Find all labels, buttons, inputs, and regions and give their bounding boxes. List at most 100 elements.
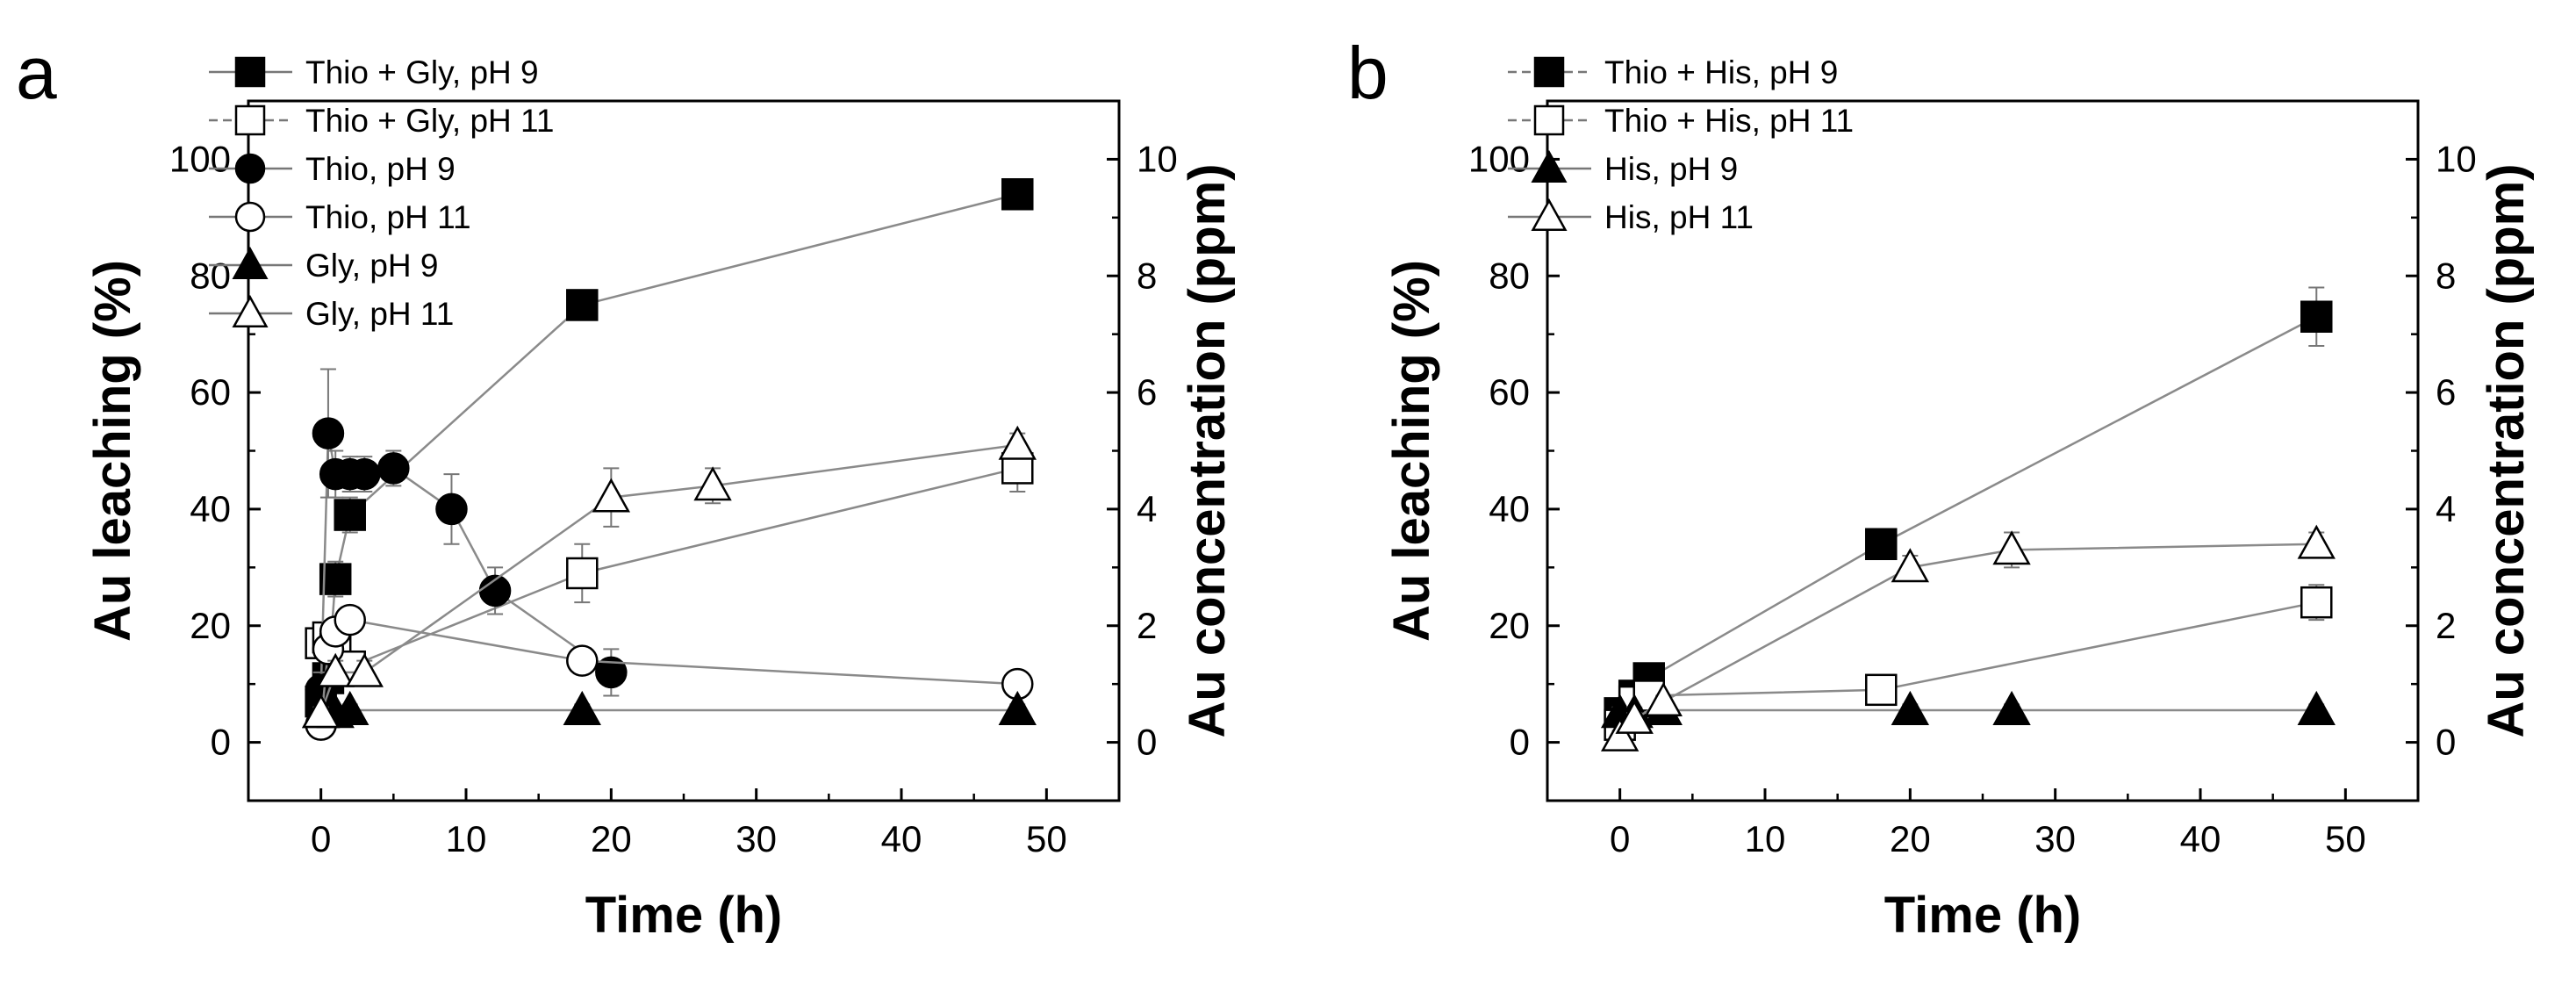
- data-point: [312, 417, 345, 449]
- y2-axis-title: Au concentration (ppm): [2478, 163, 2535, 737]
- y2-tick-label: 10: [1137, 138, 1178, 179]
- x-tick-label: 10: [446, 818, 487, 859]
- data-point: [998, 425, 1037, 460]
- data-point: [377, 452, 410, 485]
- x-axis-title: Time (h): [585, 887, 783, 944]
- data-point: [435, 492, 468, 526]
- data-point: [348, 457, 381, 491]
- legend-marker: [234, 56, 266, 88]
- legend-label: Thio + Gly, pH 9: [305, 54, 539, 90]
- data-point: [592, 478, 631, 513]
- legend-label: Thio + Gly, pH 11: [305, 103, 554, 139]
- data-point: [2300, 300, 2333, 333]
- y-tick-label: 0: [1510, 722, 1530, 763]
- legend-label: Thio, pH 9: [305, 151, 456, 187]
- x-tick-label: 40: [2180, 818, 2221, 859]
- series-line: [320, 708, 1018, 715]
- legend-label: Thio + His, pH 11: [1604, 103, 1854, 139]
- legend-label: Thio, pH 11: [305, 199, 471, 235]
- data-point: [2297, 524, 2336, 559]
- data-point: [693, 466, 732, 501]
- y2-tick-label: 6: [2436, 371, 2456, 413]
- y2-tick-label: 8: [1137, 255, 1157, 296]
- series-line: [1619, 708, 2317, 715]
- y2-tick-label: 4: [2436, 488, 2456, 529]
- data-point: [1865, 528, 1898, 561]
- legend-marker: [232, 295, 269, 327]
- data-point: [595, 656, 628, 689]
- y2-axis-title: Au concentration (ppm): [1179, 163, 1236, 737]
- series-line: [1618, 600, 2317, 726]
- y2-tick-label: 0: [2436, 722, 2456, 763]
- y2-tick-label: 8: [2436, 255, 2456, 296]
- y2-tick-label: 6: [1137, 371, 1157, 413]
- series-3: [1600, 524, 2336, 751]
- data-point: [566, 557, 599, 590]
- y-tick-label: 0: [211, 722, 231, 763]
- data-point: [1891, 548, 1930, 583]
- x-tick-label: 40: [881, 818, 922, 859]
- legend-marker: [234, 201, 266, 233]
- x-tick-label: 50: [2325, 818, 2366, 859]
- x-tick-label: 0: [311, 818, 331, 859]
- legend-marker: [1533, 104, 1565, 136]
- data-point: [1615, 699, 1654, 734]
- data-point: [1865, 673, 1898, 707]
- data-point: [2300, 586, 2333, 619]
- data-point: [301, 694, 341, 729]
- series-1: [305, 443, 1034, 683]
- x-tick-label: 50: [1026, 818, 1067, 859]
- data-point: [2297, 690, 2336, 725]
- legend-marker: [232, 247, 269, 279]
- series-line: [319, 443, 1018, 714]
- panel-label: a: [16, 32, 57, 114]
- series-2: [305, 368, 628, 708]
- y-tick-label: 20: [1489, 605, 1530, 646]
- y-tick-label: 80: [1489, 255, 1530, 296]
- x-tick-label: 30: [735, 818, 777, 859]
- legend-marker: [1531, 150, 1568, 183]
- y-tick-label: 40: [1489, 488, 1530, 529]
- panel-b: b 0 10 20 30 40 50 0 20 40 60 80 100 0 2 4 6 8 10 Time (h) A…: [1347, 32, 2535, 944]
- y-tick-label: 100: [1468, 138, 1530, 179]
- panel-label: b: [1347, 32, 1388, 114]
- legend-label: His, pH 11: [1604, 199, 1754, 235]
- legend-marker: [234, 153, 266, 184]
- data-point: [1001, 178, 1034, 211]
- y-tick-label: 20: [190, 605, 231, 646]
- data-point: [998, 690, 1037, 725]
- legend-marker: [234, 104, 266, 136]
- y-tick-label: 40: [190, 488, 231, 529]
- series-4: [301, 690, 1037, 729]
- series-line: [1618, 315, 2317, 715]
- data-point: [319, 563, 352, 595]
- series-5: [301, 425, 1037, 729]
- y-tick-label: 100: [169, 138, 231, 179]
- data-point: [334, 499, 366, 531]
- legend: Thio + His, pH 9 Thio + His, pH 11 His, pH…: [1508, 54, 1854, 235]
- series-3: [305, 603, 1034, 741]
- x-tick-label: 10: [1745, 818, 1786, 859]
- data-point: [331, 690, 370, 725]
- data-point: [316, 652, 355, 687]
- data-point: [566, 289, 599, 321]
- legend-marker: [1531, 198, 1568, 231]
- data-point: [334, 603, 366, 636]
- y2-tick-label: 2: [1137, 605, 1157, 646]
- x-tick-label: 20: [1890, 818, 1931, 859]
- panel-a: a 0 10 20 30 40 50 0 20 40 60 80 100 0 2 4 6 8 10 Time (h) A…: [16, 32, 1236, 944]
- data-point: [566, 644, 599, 677]
- y2-tick-label: 10: [2436, 138, 2477, 179]
- y2-tick-label: 4: [1137, 488, 1157, 529]
- x-tick-label: 20: [591, 818, 632, 859]
- legend-label: His, pH 9: [1604, 151, 1738, 187]
- data-point: [345, 652, 384, 687]
- legend-label: Gly, pH 9: [305, 248, 438, 284]
- y2-tick-label: 2: [2436, 605, 2456, 646]
- series-2: [1600, 690, 2336, 729]
- series-1: [1604, 584, 2333, 741]
- data-point: [563, 690, 601, 725]
- series-0: [1604, 286, 2333, 730]
- data-point: [1644, 681, 1683, 716]
